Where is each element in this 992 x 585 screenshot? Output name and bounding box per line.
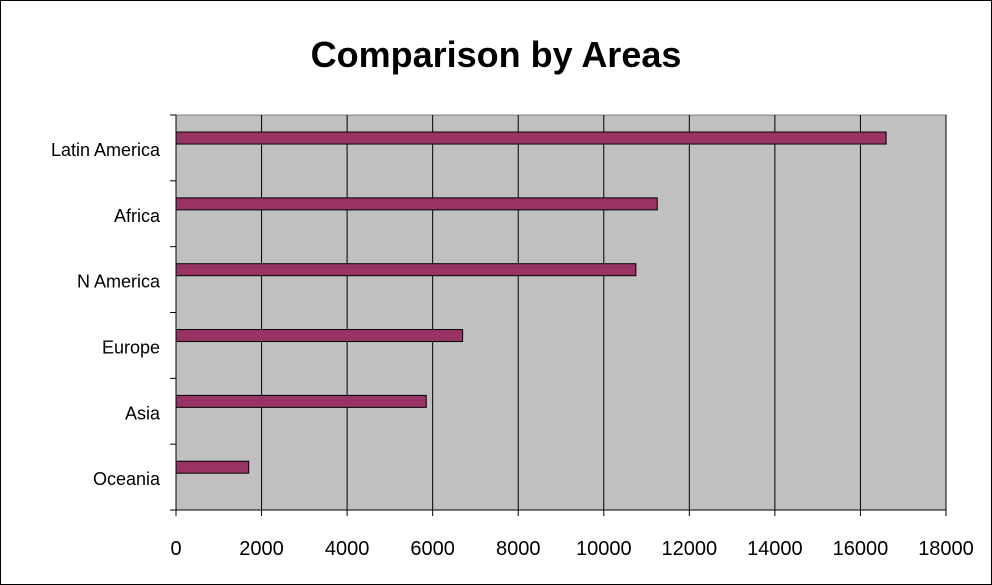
x-tick-label: 6000 (410, 538, 455, 560)
x-tick-labels: 0 2000 4000 6000 8000 10000 12000 14000 16000 180… (170, 538, 973, 560)
axes (170, 114, 947, 516)
x-tick-label: 18000 (918, 538, 974, 560)
category-labels: Latin America Africa N America Europe Asia Oc… (51, 140, 161, 489)
chart-title: Comparison by Areas (311, 34, 682, 75)
category-label: Africa (114, 206, 161, 226)
category-label: Latin America (51, 140, 161, 160)
gridlines (261, 115, 947, 510)
bars (175, 131, 887, 474)
bar (175, 329, 464, 343)
bar (175, 263, 637, 277)
x-tick-label: 12000 (662, 538, 718, 560)
x-tick-label: 16000 (833, 538, 889, 560)
bar (175, 394, 427, 408)
category-label: Europe (102, 337, 160, 357)
plot-area (175, 114, 947, 511)
category-label: N America (77, 272, 161, 292)
x-tick-label: 10000 (576, 538, 632, 560)
x-tick-label: 14000 (747, 538, 803, 560)
bar (175, 197, 658, 211)
x-tick-label: 8000 (496, 538, 541, 560)
x-tick-label: 2000 (239, 538, 284, 560)
x-tick-label: 0 (170, 538, 181, 560)
bar (175, 460, 250, 474)
category-label: Oceania (93, 469, 161, 489)
category-label: Asia (125, 403, 161, 423)
x-tick-label: 4000 (325, 538, 370, 560)
bar (175, 131, 887, 145)
